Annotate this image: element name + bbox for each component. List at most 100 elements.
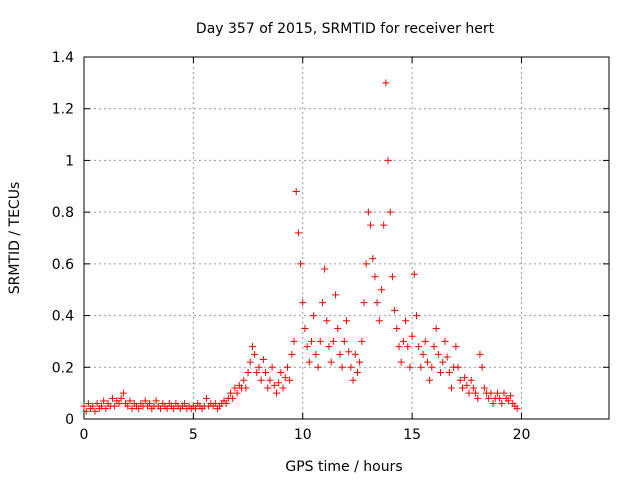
data-point <box>391 306 399 314</box>
data-point <box>325 343 333 351</box>
data-point <box>338 363 346 371</box>
x-axis-label: GPS time / hours <box>285 459 402 475</box>
data-point <box>415 343 423 351</box>
data-point <box>378 286 385 294</box>
data-point <box>332 291 340 299</box>
y-tick-label: 0.8 <box>52 205 74 221</box>
data-point <box>248 343 256 351</box>
data-point <box>259 356 267 364</box>
data-point <box>408 332 416 340</box>
data-point <box>454 363 462 371</box>
data-point <box>373 299 381 307</box>
data-point <box>89 402 97 410</box>
data-point <box>229 394 237 402</box>
data-point <box>356 358 364 366</box>
data-point <box>343 317 350 325</box>
data-point <box>255 363 263 371</box>
data-point <box>305 358 313 366</box>
data-point <box>474 394 482 402</box>
data-point <box>358 337 366 345</box>
data-point <box>262 368 270 376</box>
data-point <box>303 343 311 351</box>
data-point <box>386 208 394 216</box>
data-point <box>312 350 320 358</box>
data-point <box>308 337 315 345</box>
data-point <box>80 402 88 410</box>
data-point <box>253 368 261 376</box>
data-point <box>419 350 427 358</box>
data-point <box>146 399 154 407</box>
data-point <box>428 363 436 371</box>
data-point <box>399 337 407 345</box>
data-point <box>91 407 99 415</box>
data-point <box>222 399 230 407</box>
data-point <box>345 348 353 356</box>
y-tick-label: 0.6 <box>52 257 74 273</box>
data-point <box>397 358 405 366</box>
data-point <box>270 381 278 389</box>
data-point <box>404 343 412 351</box>
data-point <box>476 350 484 358</box>
data-point <box>487 389 495 397</box>
data-point <box>141 397 149 405</box>
data-point <box>432 325 440 332</box>
data-point <box>410 270 418 278</box>
data-point <box>493 389 501 397</box>
data-point <box>286 376 294 384</box>
y-axis: 0 0.2 0.4 0.6 0.8 1 1.2 1.4 <box>52 50 609 428</box>
data-point <box>463 381 471 389</box>
data-point <box>351 350 359 358</box>
data-point <box>314 363 322 371</box>
data-point <box>347 363 355 371</box>
data-point <box>496 394 504 402</box>
data-point <box>439 358 447 366</box>
data-point <box>290 337 298 345</box>
data-point <box>84 399 92 407</box>
data-point <box>297 260 305 268</box>
data-point <box>448 384 455 392</box>
data-point <box>362 260 370 268</box>
data-point <box>231 384 239 392</box>
y-tick-label: 0 <box>65 412 74 428</box>
plot-frame <box>83 56 610 420</box>
data-point <box>329 337 337 345</box>
data-point <box>485 394 493 402</box>
data-point <box>458 384 466 392</box>
data-point <box>353 368 361 376</box>
data-point <box>461 374 469 382</box>
data-point <box>384 156 392 164</box>
data-point <box>257 376 265 384</box>
data-point <box>170 405 178 413</box>
data-point <box>380 221 388 229</box>
data-point <box>82 407 90 415</box>
data-point <box>323 317 331 325</box>
data-point <box>266 376 274 384</box>
data-point <box>349 376 357 384</box>
data-point <box>388 273 396 281</box>
data-point <box>417 363 425 371</box>
x-tick-label: 20 <box>513 427 531 443</box>
data-point <box>423 358 431 366</box>
data-point <box>367 221 375 229</box>
data-point <box>465 389 473 397</box>
data-point <box>211 399 219 407</box>
data-point <box>371 273 379 281</box>
data-point <box>203 394 210 402</box>
data-point <box>111 402 119 410</box>
data-point <box>395 343 403 351</box>
data-point <box>93 399 101 407</box>
y-tick-label: 1.4 <box>52 50 74 66</box>
data-point <box>244 368 252 376</box>
data-point <box>504 397 512 405</box>
data-point <box>467 376 475 384</box>
data-point <box>321 265 329 273</box>
data-point <box>98 402 105 410</box>
data-point <box>437 368 445 376</box>
data-point <box>334 325 342 332</box>
data-point <box>452 343 460 351</box>
data-point <box>227 389 235 397</box>
x-tick-label: 5 <box>189 427 198 443</box>
data-point <box>251 350 259 358</box>
y-tick-label: 0.2 <box>52 360 74 376</box>
data-point <box>124 402 132 410</box>
